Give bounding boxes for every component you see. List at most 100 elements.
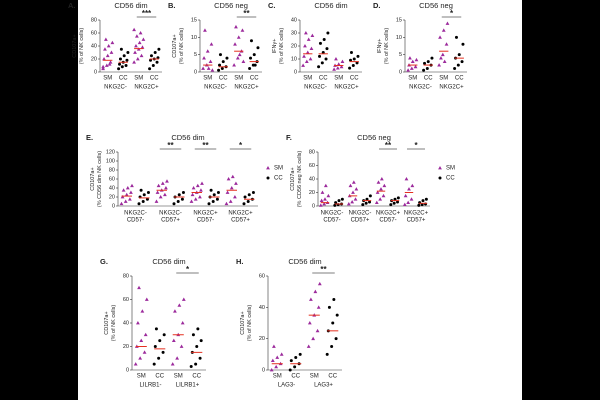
data-point bbox=[228, 199, 233, 203]
data-point bbox=[389, 203, 393, 207]
y-axis-label: (% of NK cells) bbox=[179, 28, 185, 65]
x-tick-label: CC bbox=[319, 76, 328, 82]
group-label: LAG3- bbox=[278, 383, 295, 389]
data-point bbox=[247, 193, 251, 197]
data-point bbox=[318, 54, 322, 58]
legend-label: SM bbox=[446, 166, 455, 172]
significance-label: * bbox=[239, 141, 243, 150]
y-axis-label: (% of NK cells) bbox=[111, 305, 117, 342]
data-point bbox=[164, 186, 168, 190]
data-point bbox=[225, 56, 229, 60]
y-tick-label: 0 bbox=[262, 367, 265, 373]
data-point bbox=[457, 53, 461, 57]
data-point bbox=[425, 67, 429, 71]
data-point bbox=[279, 352, 284, 356]
data-point bbox=[333, 203, 337, 207]
data-point bbox=[319, 198, 324, 202]
group-label: NKG2C- bbox=[349, 211, 372, 217]
group-label: NKG2C+ bbox=[228, 211, 253, 217]
data-point bbox=[407, 187, 411, 191]
data-point bbox=[294, 355, 298, 359]
data-point bbox=[139, 188, 143, 192]
y-tick-label: 80 bbox=[109, 167, 115, 173]
y-axis-label: CD107a+ bbox=[90, 167, 96, 190]
data-point bbox=[430, 56, 434, 60]
data-point bbox=[309, 46, 314, 50]
x-tick-label: CC bbox=[250, 76, 259, 82]
significance-label: ** bbox=[243, 9, 250, 18]
x-tick-label: CC bbox=[328, 374, 337, 380]
data-point bbox=[180, 197, 184, 201]
x-tick-label: SM bbox=[203, 76, 212, 82]
data-point bbox=[118, 62, 122, 66]
data-point bbox=[406, 200, 411, 205]
group-label: CD57+ bbox=[231, 218, 250, 224]
data-point bbox=[196, 327, 200, 331]
data-point bbox=[322, 38, 326, 41]
data-point bbox=[324, 57, 328, 61]
data-point bbox=[336, 62, 341, 66]
y-tick-label: 15 bbox=[396, 17, 402, 23]
y-tick-label: 60 bbox=[91, 30, 97, 36]
data-point bbox=[351, 64, 355, 67]
data-point bbox=[142, 193, 146, 197]
panel-label: C. bbox=[268, 1, 276, 10]
y-tick-label: 40 bbox=[259, 305, 265, 311]
data-point bbox=[119, 201, 124, 206]
data-point bbox=[102, 57, 106, 61]
data-point bbox=[309, 297, 313, 301]
data-point bbox=[101, 66, 105, 71]
data-point bbox=[311, 336, 316, 341]
data-point bbox=[251, 191, 255, 194]
data-point bbox=[165, 179, 169, 183]
group-label: NKG2C- bbox=[304, 85, 327, 91]
data-point bbox=[378, 197, 383, 201]
data-point bbox=[402, 202, 407, 207]
y-axis-label: CD107a+ bbox=[172, 34, 178, 57]
x-tick-label: SM bbox=[137, 374, 146, 380]
data-point bbox=[140, 309, 145, 313]
data-point bbox=[209, 42, 214, 46]
x-tick-label: SM bbox=[439, 76, 448, 82]
data-point bbox=[149, 58, 153, 62]
data-point bbox=[303, 44, 307, 48]
y-tick-label: 0 bbox=[194, 69, 197, 75]
data-point bbox=[252, 53, 256, 57]
data-point bbox=[426, 60, 430, 64]
y-tick-label: 0 bbox=[399, 69, 402, 75]
significance-label: ** bbox=[167, 141, 174, 150]
data-point bbox=[203, 28, 207, 32]
data-point bbox=[320, 190, 325, 194]
data-point bbox=[348, 66, 352, 70]
data-point bbox=[445, 21, 450, 25]
x-tick-label: SM bbox=[334, 76, 343, 82]
data-point bbox=[153, 51, 157, 54]
y-tick-label: 60 bbox=[309, 163, 315, 169]
x-tick-label: SM bbox=[234, 76, 243, 82]
data-point bbox=[420, 203, 424, 207]
x-tick-label: SM bbox=[174, 374, 183, 380]
data-point bbox=[235, 56, 240, 60]
data-point bbox=[200, 181, 204, 185]
data-point bbox=[176, 200, 180, 203]
data-point bbox=[332, 298, 336, 301]
data-point bbox=[346, 201, 351, 206]
data-point bbox=[404, 177, 409, 181]
data-point bbox=[326, 31, 330, 35]
group-label: CD57- bbox=[323, 218, 340, 224]
y-tick-label: 60 bbox=[259, 273, 265, 279]
data-point bbox=[233, 42, 237, 46]
data-point bbox=[340, 197, 344, 201]
data-point bbox=[226, 177, 231, 181]
data-point bbox=[454, 35, 458, 39]
data-point bbox=[460, 60, 464, 64]
group-label: NKG2C- bbox=[321, 211, 344, 217]
data-point bbox=[318, 203, 323, 207]
data-point bbox=[146, 191, 150, 194]
y-tick-label: 80 bbox=[123, 273, 129, 279]
data-point bbox=[138, 31, 143, 35]
significance-label: ** bbox=[320, 265, 327, 274]
x-tick-label: SM bbox=[103, 76, 112, 82]
data-point bbox=[189, 364, 193, 368]
significance-label: * bbox=[414, 141, 418, 150]
